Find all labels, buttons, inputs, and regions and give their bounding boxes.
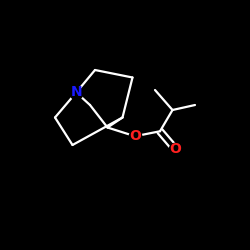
Text: N: N [70,86,82,100]
Text: O: O [169,142,181,156]
Text: O: O [129,129,141,143]
